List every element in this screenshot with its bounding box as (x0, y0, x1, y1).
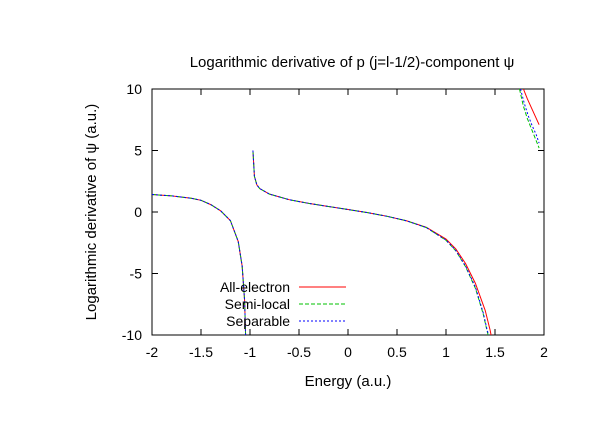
y-tick-label: -10 (122, 327, 142, 343)
x-tick-label: 0.5 (387, 344, 407, 360)
x-axis-label: Energy (a.u.) (305, 373, 392, 390)
ticks-layer: -2 -1.5 -1 -0.5 0 0.5 1 1.5 2 10 5 0 -5 -10 (122, 81, 548, 360)
y-tick-label: 0 (134, 204, 142, 220)
y-axis-label: Logarithmic derivative of ψ (a.u.) (83, 104, 100, 321)
x-tick-label: -0.5 (287, 344, 311, 360)
plot-frame (151, 88, 545, 336)
x-tick-label: -2 (146, 344, 159, 360)
series-line-separable-segment-3 (519, 89, 540, 144)
x-tick-label: 0 (344, 344, 352, 360)
legend-label: All-electron (220, 279, 290, 295)
series-layer (152, 89, 540, 335)
y-tick-label: -5 (130, 266, 143, 282)
x-tick-label: 2 (540, 344, 548, 360)
series-line-all-electron-segment-3 (522, 89, 540, 125)
series-line-semi-local-segment-3 (519, 89, 540, 149)
y-tick-label: 5 (134, 143, 142, 159)
chart-title: Logarithmic derivative of p (j=l-1/2)-co… (190, 54, 515, 71)
legend-label: Semi-local (225, 296, 290, 312)
x-tick-label: 1 (442, 344, 450, 360)
plot-area: -2 -1.5 -1 -0.5 0 0.5 1 1.5 2 10 5 0 -5 -10 (122, 81, 548, 360)
y-tick-label: 10 (126, 81, 142, 97)
x-tick-label: -1.5 (189, 344, 213, 360)
legend-label: Separable (226, 313, 290, 329)
x-tick-label: -1 (244, 344, 257, 360)
series-line-separable-segment-2 (252, 150, 490, 335)
x-tick-label: 1.5 (485, 344, 505, 360)
series-line-separable-segment-1 (152, 194, 247, 335)
